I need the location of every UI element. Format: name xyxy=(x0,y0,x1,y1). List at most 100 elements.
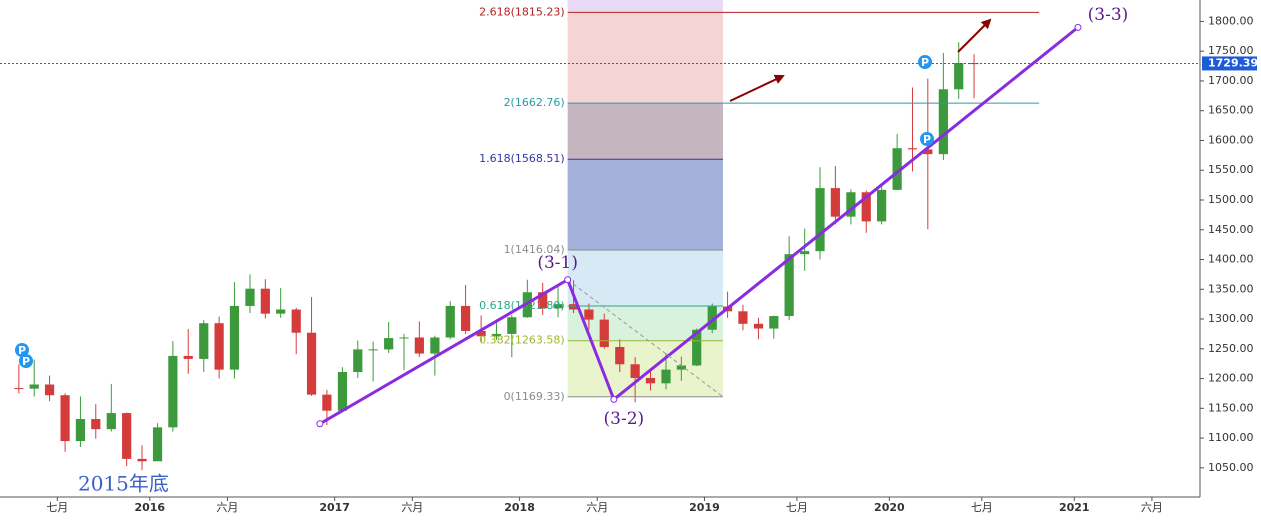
wave-point xyxy=(610,395,618,403)
candle-body xyxy=(707,306,717,330)
y-tick-label: 1400.00 xyxy=(1208,253,1254,266)
candle-body xyxy=(44,384,55,396)
y-tick-label: 1100.00 xyxy=(1208,431,1254,444)
candle-body xyxy=(861,192,871,222)
fib-label: 2.618(1815.23) xyxy=(479,5,565,18)
candle-body xyxy=(91,419,101,430)
x-tick-label: 六月 xyxy=(216,501,238,514)
candle-body xyxy=(414,337,424,354)
fib-label: 1(1416.04) xyxy=(504,243,565,256)
candle-body xyxy=(137,458,147,462)
y-tick-label: 1050.00 xyxy=(1208,461,1254,474)
candle-body xyxy=(815,188,825,252)
candle-body xyxy=(291,309,301,333)
x-tick-label: 七月 xyxy=(971,501,993,514)
candle-body xyxy=(876,189,887,222)
candle-body xyxy=(353,349,363,373)
candle-body xyxy=(260,288,270,314)
y-tick-label: 1250.00 xyxy=(1208,342,1254,355)
candle-body xyxy=(214,323,224,370)
y-tick-label: 1700.00 xyxy=(1208,74,1254,87)
fib-label: 1.618(1568.51) xyxy=(479,152,565,165)
y-tick-label: 1750.00 xyxy=(1208,44,1254,57)
candle-body xyxy=(954,63,964,90)
y-tick-label: 1500.00 xyxy=(1208,193,1254,206)
fib-label: 0.382(1263.58) xyxy=(479,334,565,347)
x-tick-label: 六月 xyxy=(586,501,608,514)
candle-body xyxy=(830,188,840,217)
candle-body xyxy=(553,304,563,309)
candle-body xyxy=(399,337,409,339)
y-tick-label: 1800.00 xyxy=(1208,14,1254,27)
y-tick-label: 1650.00 xyxy=(1208,104,1254,117)
x-tick-label: 2020 xyxy=(874,501,905,514)
candle-body xyxy=(630,364,640,378)
candle-body xyxy=(676,365,686,370)
candle-body xyxy=(337,372,348,411)
candle-body xyxy=(615,347,625,365)
fib-label: 2(1662.76) xyxy=(504,96,565,109)
candle-body xyxy=(199,323,209,359)
fib-band xyxy=(567,249,723,307)
candle-body xyxy=(322,394,332,411)
x-tick-label: 七月 xyxy=(786,501,808,514)
candle-body xyxy=(692,329,702,366)
x-tick-label: 2017 xyxy=(319,501,350,514)
fib-band xyxy=(567,12,723,104)
candle-body xyxy=(738,311,748,324)
fib-label: 0(1169.33) xyxy=(504,390,565,403)
y-tick-label: 1300.00 xyxy=(1208,312,1254,325)
y-tick-label: 1350.00 xyxy=(1208,282,1254,295)
last-price-label: 1729.39 xyxy=(1208,56,1258,69)
candle-body xyxy=(106,413,116,430)
wave-label: (3-1) xyxy=(537,253,578,273)
wave-point xyxy=(316,420,324,428)
svg-text:P: P xyxy=(22,355,30,368)
svg-text:P: P xyxy=(921,56,929,69)
candle-body xyxy=(907,148,918,150)
candle-body xyxy=(938,89,948,155)
candle-body xyxy=(584,309,594,320)
candle-body xyxy=(661,369,671,384)
wave-point xyxy=(564,276,572,284)
annotation: 2015年底 xyxy=(78,472,169,496)
x-tick-label: 2021 xyxy=(1059,501,1090,514)
candle-body xyxy=(568,304,579,310)
candle-body xyxy=(846,192,856,217)
x-tick-label: 2019 xyxy=(689,501,720,514)
y-tick-label: 1600.00 xyxy=(1208,133,1254,146)
candle-body xyxy=(168,355,178,428)
candle-body xyxy=(800,251,810,255)
y-tick-label: 1550.00 xyxy=(1208,163,1254,176)
fib-band xyxy=(567,0,723,13)
wave-line xyxy=(319,26,1079,426)
candle-body xyxy=(368,349,378,351)
fib-band xyxy=(567,159,723,250)
candle-body xyxy=(245,288,255,306)
y-tick-label: 1200.00 xyxy=(1208,372,1254,385)
candle-body xyxy=(784,254,794,317)
candle-body xyxy=(476,330,486,337)
candle-body xyxy=(491,333,502,337)
candle-body xyxy=(60,395,70,442)
candle-body xyxy=(276,309,286,314)
x-tick-label: 2016 xyxy=(134,501,165,514)
candle-body xyxy=(183,355,193,359)
retrace-line xyxy=(567,279,724,398)
candle-body xyxy=(892,148,902,190)
candle-body xyxy=(122,413,132,459)
p-icons: P P P P xyxy=(15,55,934,368)
arrow xyxy=(957,18,992,53)
candle-body xyxy=(14,388,24,390)
last-price-box xyxy=(1202,56,1257,71)
candle-body xyxy=(753,323,764,329)
fib-band xyxy=(567,103,723,160)
x-tick-label: 2018 xyxy=(504,501,535,514)
candle-body xyxy=(430,337,440,354)
y-tick-label: 1450.00 xyxy=(1208,223,1254,236)
wave-label: (3-2) xyxy=(604,409,645,429)
candle-body xyxy=(229,305,240,370)
wave-point xyxy=(1074,23,1082,31)
x-tick-label: 六月 xyxy=(1141,501,1163,514)
